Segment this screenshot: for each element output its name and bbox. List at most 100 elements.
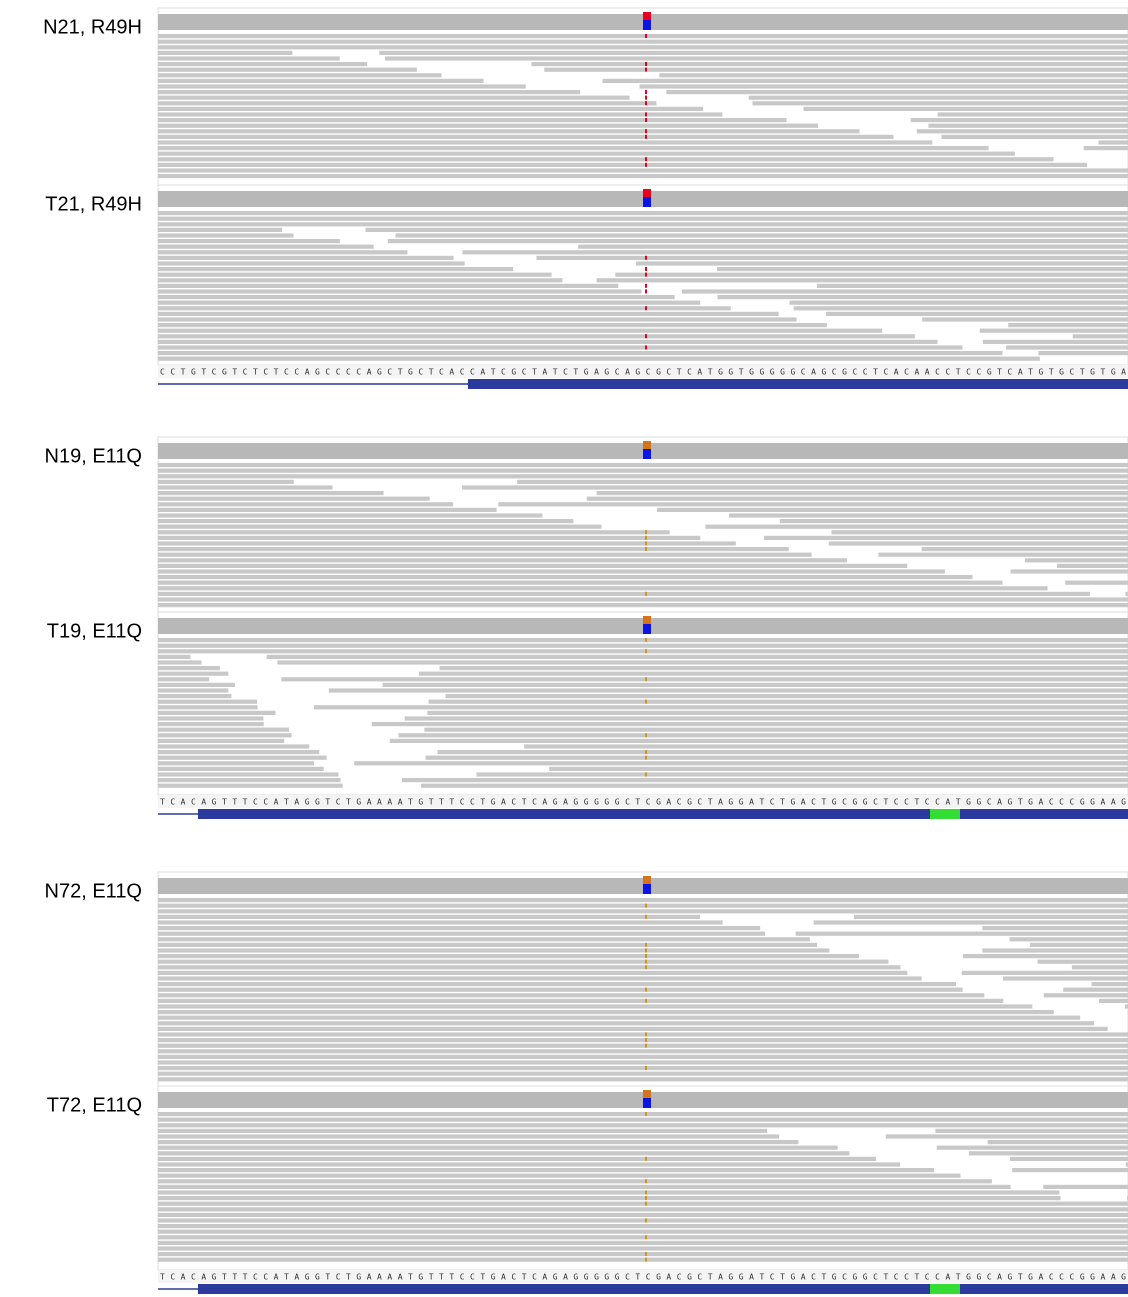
read bbox=[158, 112, 723, 117]
read bbox=[517, 479, 1128, 484]
read bbox=[158, 174, 1128, 179]
read bbox=[158, 1190, 1060, 1195]
read bbox=[158, 1021, 1094, 1026]
read bbox=[158, 722, 264, 727]
read bbox=[158, 328, 883, 333]
read bbox=[158, 95, 630, 100]
read bbox=[961, 970, 1128, 975]
read bbox=[158, 524, 602, 529]
read bbox=[158, 931, 766, 936]
read bbox=[1124, 1004, 1128, 1009]
read bbox=[158, 909, 1128, 914]
read bbox=[371, 722, 1128, 727]
mismatch bbox=[645, 903, 647, 908]
read bbox=[158, 78, 484, 83]
allele-ref bbox=[643, 616, 651, 624]
allele-alt bbox=[643, 449, 651, 459]
read bbox=[158, 699, 258, 704]
read bbox=[921, 547, 1128, 552]
read bbox=[404, 716, 1128, 721]
read bbox=[705, 524, 1128, 529]
read bbox=[158, 101, 657, 106]
read bbox=[158, 1235, 1128, 1240]
mismatch bbox=[645, 1252, 647, 1256]
mismatch bbox=[645, 677, 647, 682]
read bbox=[385, 56, 1128, 61]
read bbox=[158, 1123, 1128, 1128]
sequence-track bbox=[158, 795, 1128, 808]
sequence-track bbox=[158, 365, 1128, 378]
read bbox=[602, 78, 1128, 83]
read bbox=[1063, 987, 1128, 992]
read bbox=[158, 295, 675, 300]
read bbox=[1072, 334, 1128, 339]
read bbox=[158, 211, 1128, 216]
read bbox=[825, 311, 1128, 316]
read bbox=[158, 1071, 1128, 1076]
read bbox=[158, 1032, 1128, 1037]
read bbox=[277, 660, 1128, 665]
read bbox=[158, 666, 220, 671]
read bbox=[816, 283, 1128, 288]
read bbox=[354, 761, 1128, 766]
mismatch bbox=[645, 591, 647, 596]
mismatch bbox=[645, 530, 647, 535]
allele-alt bbox=[643, 884, 651, 894]
read bbox=[544, 67, 1128, 72]
read bbox=[158, 267, 514, 272]
mismatch bbox=[645, 95, 647, 100]
read bbox=[158, 106, 704, 111]
read bbox=[158, 134, 894, 139]
read bbox=[158, 1049, 1128, 1054]
read bbox=[158, 766, 324, 771]
read bbox=[427, 710, 1128, 715]
read bbox=[158, 84, 526, 89]
read bbox=[982, 339, 1128, 344]
read bbox=[158, 903, 1128, 908]
mismatch bbox=[645, 255, 647, 260]
read bbox=[421, 783, 1128, 788]
read bbox=[1125, 591, 1128, 596]
sample-label: N19, E11Q bbox=[45, 445, 142, 467]
read bbox=[659, 73, 1128, 78]
allele-ref bbox=[643, 876, 651, 884]
read bbox=[158, 959, 889, 964]
mismatch bbox=[645, 129, 647, 134]
read bbox=[158, 73, 442, 78]
read bbox=[1006, 345, 1128, 350]
allele-ref bbox=[643, 189, 651, 199]
mismatch bbox=[645, 118, 647, 122]
read bbox=[158, 311, 779, 316]
mismatch bbox=[645, 267, 647, 271]
read bbox=[158, 1145, 838, 1150]
read bbox=[922, 317, 1128, 322]
allele-alt bbox=[643, 20, 651, 30]
read bbox=[401, 778, 1128, 783]
read bbox=[831, 530, 1128, 535]
read bbox=[158, 339, 938, 344]
read bbox=[158, 530, 670, 535]
mismatch bbox=[645, 948, 647, 953]
read bbox=[158, 1134, 780, 1139]
read bbox=[158, 1173, 961, 1178]
read bbox=[158, 1257, 1128, 1262]
read bbox=[158, 62, 368, 67]
read bbox=[1125, 1162, 1128, 1167]
read bbox=[729, 513, 1128, 518]
read bbox=[158, 982, 956, 987]
read bbox=[158, 227, 283, 232]
allele-ref bbox=[643, 441, 651, 449]
read bbox=[639, 84, 1128, 89]
read bbox=[1009, 937, 1128, 942]
mismatch bbox=[645, 942, 647, 947]
read bbox=[1008, 323, 1128, 328]
read bbox=[158, 1212, 1128, 1217]
mismatch bbox=[645, 1235, 647, 1240]
read bbox=[158, 1140, 799, 1145]
read bbox=[681, 289, 1128, 294]
read bbox=[717, 267, 1128, 272]
read bbox=[158, 278, 563, 283]
mismatch bbox=[645, 987, 647, 992]
read bbox=[158, 914, 701, 919]
read bbox=[158, 643, 1128, 648]
